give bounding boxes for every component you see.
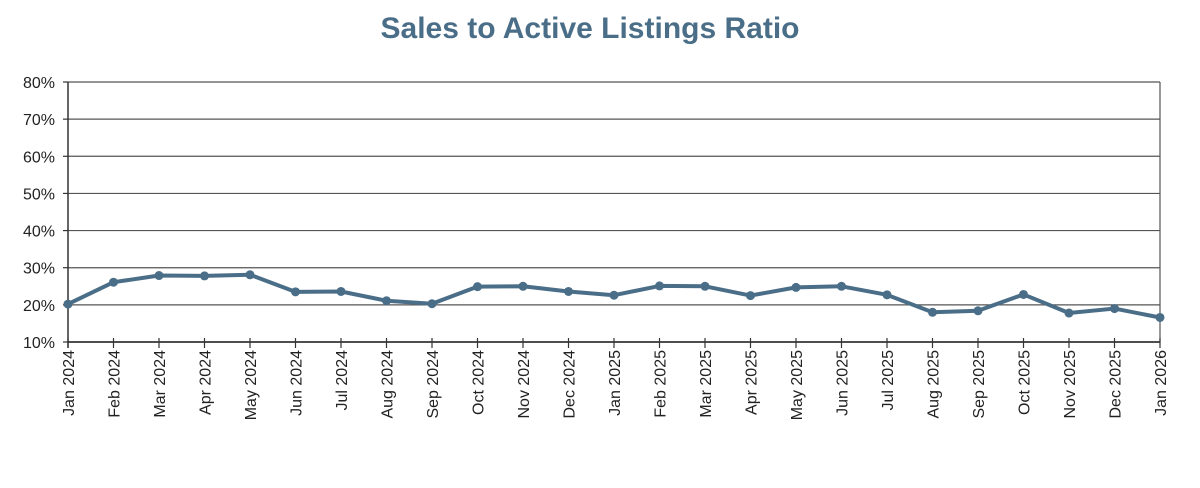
data-point xyxy=(928,307,937,317)
x-tick-label: Jan 2024 xyxy=(61,350,78,416)
x-tick-label: Mar 2025 xyxy=(698,350,715,418)
data-point xyxy=(109,277,118,287)
data-point xyxy=(518,281,528,291)
data-point xyxy=(1064,308,1074,318)
x-tick-label: Jan 2026 xyxy=(1153,350,1170,416)
x-tick-label: Apr 2024 xyxy=(198,350,215,415)
chart-title: Sales to Active Listings Ratio xyxy=(380,12,800,45)
x-tick-label: Jun 2024 xyxy=(289,350,306,416)
y-tick-label: 50% xyxy=(23,186,55,203)
x-tick-label: Mar 2024 xyxy=(152,350,169,418)
x-tick-label: Aug 2024 xyxy=(380,350,397,419)
y-tick-label: 60% xyxy=(23,149,55,166)
x-tick-label: Dec 2025 xyxy=(1108,350,1125,419)
data-point xyxy=(746,291,755,301)
y-tick-label: 10% xyxy=(23,335,55,352)
data-point xyxy=(791,282,801,292)
x-tick-label: May 2024 xyxy=(243,350,260,420)
data-point xyxy=(655,281,664,291)
x-tick-label: Sep 2025 xyxy=(971,350,988,419)
data-point xyxy=(291,287,300,297)
x-tick-label: Dec 2024 xyxy=(562,350,579,419)
x-tick-label: Nov 2025 xyxy=(1062,350,1079,419)
x-tick-label: Feb 2024 xyxy=(107,350,124,418)
data-point xyxy=(882,290,892,300)
data-point xyxy=(200,271,209,281)
data-point xyxy=(154,271,164,281)
x-tick-label: Aug 2025 xyxy=(926,350,943,419)
x-tick-label: Feb 2025 xyxy=(653,350,670,418)
x-tick-label: Jul 2025 xyxy=(880,350,897,411)
x-tick-label: May 2025 xyxy=(789,350,806,420)
x-tick-label: Apr 2025 xyxy=(744,350,761,415)
x-tick-label: Oct 2025 xyxy=(1017,350,1034,415)
y-tick-label: 30% xyxy=(23,261,55,278)
data-point xyxy=(63,299,73,309)
data-point xyxy=(382,296,391,306)
data-point xyxy=(609,290,619,300)
data-point xyxy=(427,299,437,309)
data-point xyxy=(1155,312,1165,322)
y-tick-label: 20% xyxy=(23,298,55,315)
y-tick-label: 80% xyxy=(23,75,55,92)
y-tick-label: 40% xyxy=(23,224,55,241)
data-point xyxy=(564,286,573,296)
data-point xyxy=(473,282,482,292)
x-tick-label: Jan 2025 xyxy=(607,350,624,416)
data-point xyxy=(245,270,255,280)
data-point xyxy=(837,281,846,291)
x-tick-label: Jun 2025 xyxy=(835,350,852,416)
data-point xyxy=(1019,289,1028,299)
x-tick-label: Jul 2024 xyxy=(334,350,351,411)
x-tick-label: Sep 2024 xyxy=(425,350,442,419)
data-point xyxy=(700,281,710,291)
x-tick-label: Oct 2024 xyxy=(471,350,488,415)
data-point xyxy=(336,286,346,296)
data-point xyxy=(1110,304,1119,314)
y-tick-label: 70% xyxy=(23,112,55,129)
data-point xyxy=(973,306,983,316)
x-tick-label: Nov 2024 xyxy=(516,350,533,419)
